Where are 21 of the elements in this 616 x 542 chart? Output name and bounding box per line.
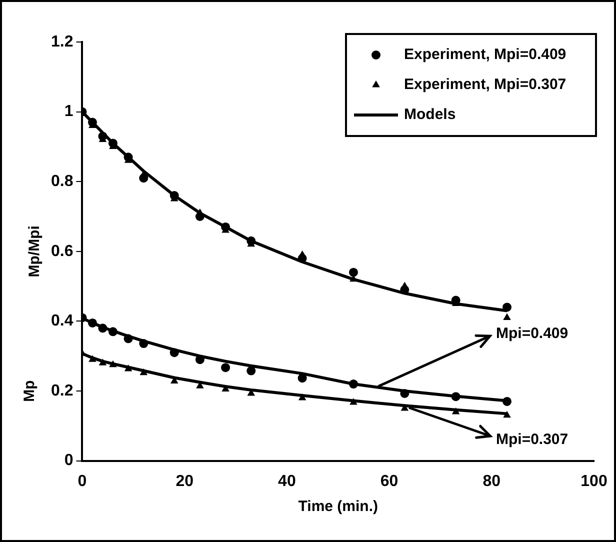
y-tick-label: 0.8 (50, 173, 74, 190)
y-tick-label: 1.2 (50, 33, 74, 50)
legend-label: Experiment, Mpi=0.409 (404, 46, 566, 64)
x-axis-title: Time (min.) (298, 498, 378, 516)
text: Mp (21, 380, 38, 402)
x-tick-label: 100 (580, 472, 608, 490)
y-tick-label: 0.4 (50, 312, 74, 330)
annotation: Mpi=0.307 (496, 430, 568, 448)
y-tick-label: 0.6 (50, 242, 74, 260)
legend-label: Experiment, Mpi=0.307 (404, 76, 566, 94)
y-tick-label: 0 (64, 452, 74, 470)
x-tick-label: 40 (278, 472, 296, 490)
x-tick-label: 60 (380, 472, 398, 490)
annotation: Mpi=0.409 (496, 324, 568, 342)
legend-label: Models (404, 106, 456, 124)
y-axis-title: Mp/Mpi (26, 226, 44, 278)
y-tick-label: 1 (64, 103, 74, 120)
x-tick-label: 80 (482, 472, 501, 490)
y-tick-label: 0.2 (50, 382, 74, 400)
x-tick-label: 0 (78, 472, 87, 490)
x-tick-label: 20 (176, 472, 194, 490)
